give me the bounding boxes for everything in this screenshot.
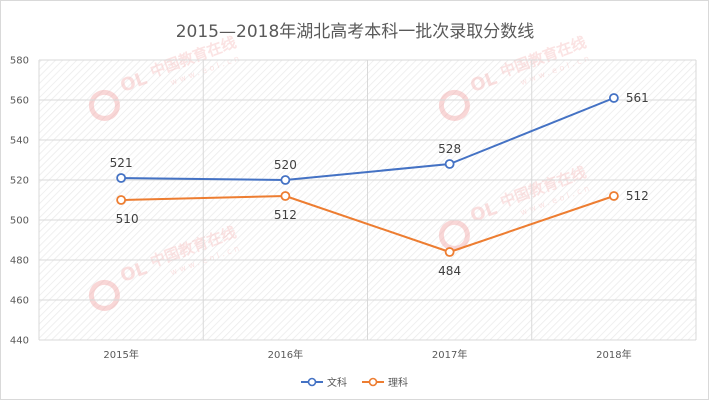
legend-marker [307, 377, 317, 387]
gridlines [38, 59, 697, 341]
data-label: 561 [626, 91, 649, 105]
data-point [608, 93, 619, 103]
data-label: 512 [274, 208, 297, 222]
y-tick-label: 480 [10, 256, 29, 267]
x-tick-label: 2018年 [596, 348, 631, 361]
x-tick-label: 2015年 [103, 348, 138, 361]
data-point [116, 195, 127, 205]
data-label: 510 [116, 212, 139, 226]
series-1: 521 520 528 561 [110, 91, 649, 185]
y-tick-label: 440 [10, 336, 29, 347]
y-axis: 440 460 480 500 520 540 560 580 [10, 56, 29, 347]
legend-item-1: 文科 [301, 376, 347, 389]
legend: 文科 理科 [301, 376, 408, 389]
y-tick-label: 500 [10, 216, 29, 227]
y-tick-label: 520 [10, 176, 29, 187]
chart-title: 2015—2018年湖北高考本科一批次录取分数线 [176, 22, 535, 42]
data-point [444, 247, 455, 257]
legend-label: 理科 [388, 376, 408, 389]
data-label: 521 [110, 156, 133, 170]
data-label: 484 [438, 264, 461, 278]
data-label: 520 [274, 158, 297, 172]
legend-marker [368, 377, 378, 387]
watermark-logo-icon [438, 219, 470, 251]
data-point [444, 159, 455, 169]
x-axis: 2015年 2016年 2017年 2018年 [103, 348, 631, 361]
y-tick-label: 540 [10, 136, 29, 147]
watermark-logo-icon [88, 89, 120, 121]
y-tick-label: 580 [10, 56, 29, 67]
y-tick-label: 460 [10, 296, 29, 307]
x-tick-label: 2017年 [432, 348, 467, 361]
series-2: 510 512 484 512 [116, 189, 649, 278]
legend-label: 文科 [327, 376, 347, 389]
data-point [608, 191, 619, 201]
data-point [280, 191, 291, 201]
series-line [121, 97, 615, 181]
series-line [121, 195, 615, 253]
watermark-logo-icon [438, 89, 470, 121]
y-tick-label: 560 [10, 96, 29, 107]
data-label: 512 [626, 189, 649, 203]
data-point [116, 173, 127, 183]
x-tick-label: 2016年 [268, 348, 303, 361]
data-label: 528 [438, 142, 461, 156]
data-point [280, 175, 291, 185]
series-layer: 521 520 528 561 510 512 484 512 [110, 91, 649, 278]
legend-item-2: 理科 [362, 376, 408, 389]
